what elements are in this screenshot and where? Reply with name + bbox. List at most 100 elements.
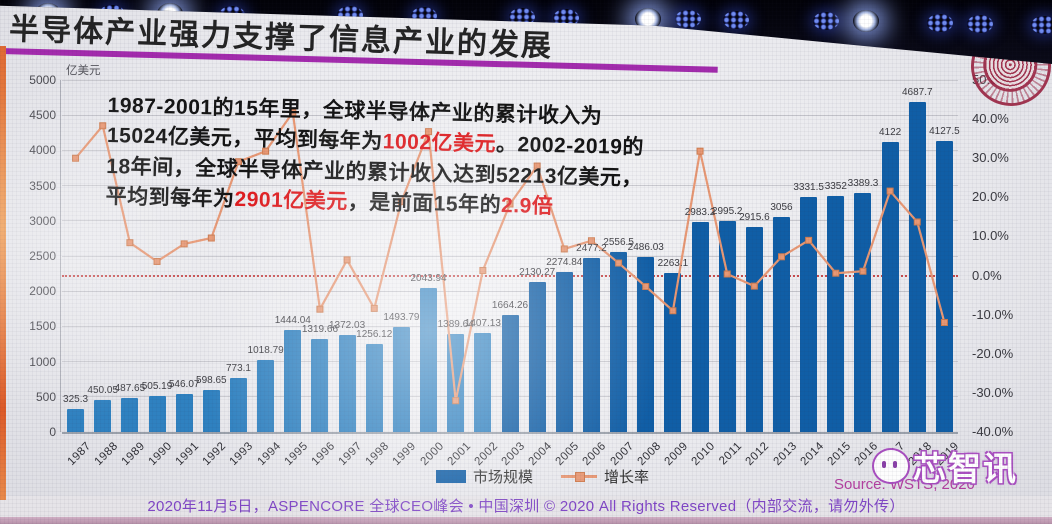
x-axis-label: 2009 bbox=[662, 440, 691, 468]
x-axis-label: 2013 bbox=[770, 440, 799, 468]
x-axis-label: 2005 bbox=[553, 440, 582, 468]
bar-2015 bbox=[827, 196, 845, 432]
growth-point bbox=[207, 234, 215, 242]
growth-line-icon bbox=[561, 472, 598, 482]
bar-1996 bbox=[311, 339, 329, 432]
growth-point bbox=[479, 266, 487, 274]
market-swatch-icon bbox=[436, 470, 466, 483]
stage-light bbox=[853, 10, 879, 32]
left-axis-tick: 5000 bbox=[29, 73, 56, 87]
bar-2010 bbox=[691, 221, 709, 432]
x-axis-label: 2011 bbox=[717, 440, 745, 468]
bar-2002 bbox=[474, 332, 492, 432]
x-axis-label: 2003 bbox=[499, 440, 528, 468]
x-axis-label: 2001 bbox=[445, 440, 474, 468]
right-axis-tick: 0.0% bbox=[972, 267, 1002, 283]
bar-value-label: 2043.94 bbox=[410, 273, 447, 285]
left-axis-tick: 3000 bbox=[29, 213, 56, 228]
x-axis-line bbox=[62, 432, 958, 434]
left-axis-tick: 0 bbox=[49, 425, 56, 439]
left-axis-tick: 2000 bbox=[29, 284, 56, 299]
bar-2000 bbox=[420, 288, 438, 432]
stage-light bbox=[553, 9, 579, 27]
bar-value-label: 2486.03 bbox=[627, 241, 664, 253]
bar-2005 bbox=[555, 271, 573, 432]
bottom-edge-strip bbox=[0, 517, 1052, 524]
gridline bbox=[62, 290, 958, 292]
bar-value-label: 4687.7 bbox=[901, 86, 933, 98]
bar-value-label: 1256.12 bbox=[356, 328, 393, 340]
x-axis-label: 1999 bbox=[390, 440, 419, 468]
annotation-highlight: 1002亿美元 bbox=[382, 130, 497, 157]
bar-1989 bbox=[121, 397, 139, 432]
x-axis-label: 1996 bbox=[309, 440, 338, 468]
x-axis-label: 2004 bbox=[526, 440, 555, 468]
x-axis-label: 2015 bbox=[825, 440, 854, 468]
photo-left-edge bbox=[0, 46, 6, 500]
legend-growth-label: 增长率 bbox=[604, 469, 650, 486]
x-axis-label: 1988 bbox=[92, 440, 121, 468]
bar-1990 bbox=[148, 396, 166, 432]
right-axis-tick: 30.0% bbox=[972, 150, 1009, 166]
left-axis-unit-label: 亿美元 bbox=[66, 65, 101, 77]
gridline bbox=[62, 79, 958, 81]
bar-2003 bbox=[501, 314, 519, 432]
bar-1998 bbox=[365, 343, 383, 432]
bar-2016 bbox=[854, 193, 872, 432]
gridline bbox=[62, 255, 958, 257]
bar-1997 bbox=[338, 335, 356, 432]
bar-value-label: 2274.84 bbox=[546, 256, 583, 268]
bar-value-label: 1664.26 bbox=[491, 299, 529, 311]
source-text: Source: WSTS, 2020 bbox=[834, 476, 975, 493]
y-axis-line bbox=[60, 80, 61, 432]
annotation-text: 1987-2001的15年里，全球半导体产业的累计收入为15024亿美元，平均到… bbox=[105, 91, 653, 225]
bar-2011 bbox=[718, 221, 736, 432]
bar-value-label: 1407.13 bbox=[464, 317, 501, 329]
x-axis-label: 2007 bbox=[608, 440, 637, 468]
x-axis-label: 2012 bbox=[743, 440, 772, 468]
bar-2012 bbox=[745, 226, 763, 432]
right-axis-tick: 20.0% bbox=[972, 189, 1009, 205]
right-axis-tick: -10.0% bbox=[972, 306, 1014, 322]
x-axis-label: 1998 bbox=[363, 440, 392, 468]
watermark: 芯智讯 bbox=[872, 442, 1018, 490]
bar-value-label: 3056 bbox=[770, 201, 793, 213]
x-axis-label: 1993 bbox=[227, 440, 256, 468]
right-axis-tick: 40.0% bbox=[972, 111, 1009, 127]
x-axis-label: 2014 bbox=[798, 440, 827, 468]
growth-point bbox=[343, 256, 351, 264]
x-axis-label: 1994 bbox=[255, 440, 284, 468]
growth-point bbox=[153, 257, 161, 265]
x-axis-label: 1989 bbox=[119, 440, 148, 468]
right-axis-tick: -30.0% bbox=[972, 384, 1014, 400]
watermark-chat-bubble-icon bbox=[872, 448, 910, 484]
stage-light bbox=[927, 14, 953, 32]
x-axis-label: 2000 bbox=[418, 440, 447, 468]
bar-value-label: 4127.5 bbox=[929, 126, 960, 138]
bar-2014 bbox=[800, 197, 818, 432]
bar-1988 bbox=[94, 400, 112, 432]
bar-2019 bbox=[935, 141, 953, 432]
bar-2008 bbox=[637, 256, 655, 432]
chart-legend: 市场规模 增长率 bbox=[436, 466, 649, 487]
bar-1992 bbox=[202, 389, 220, 432]
bar-value-label: 773.1 bbox=[225, 362, 251, 374]
x-axis-label: 1987 bbox=[65, 440, 94, 468]
x-axis-label: 2006 bbox=[580, 440, 609, 468]
bar-2009 bbox=[664, 272, 682, 432]
stage-light bbox=[1031, 16, 1052, 34]
bar-value-label: 2130.27 bbox=[519, 267, 556, 279]
right-axis-tick: -40.0% bbox=[972, 424, 1014, 439]
x-axis-label: 1992 bbox=[200, 440, 229, 468]
bar-value-label: 1018.79 bbox=[247, 345, 284, 357]
x-axis-label: 2010 bbox=[689, 440, 718, 468]
x-axis-label: 1997 bbox=[336, 440, 365, 468]
growth-point bbox=[72, 154, 80, 162]
annotation-highlight: 2.9倍 bbox=[500, 194, 554, 219]
right-axis-tick: 10.0% bbox=[972, 228, 1009, 244]
left-axis-tick: 2500 bbox=[29, 249, 56, 263]
left-axis-tick: 1000 bbox=[29, 354, 56, 369]
growth-point bbox=[316, 305, 324, 313]
growth-point bbox=[180, 240, 188, 248]
